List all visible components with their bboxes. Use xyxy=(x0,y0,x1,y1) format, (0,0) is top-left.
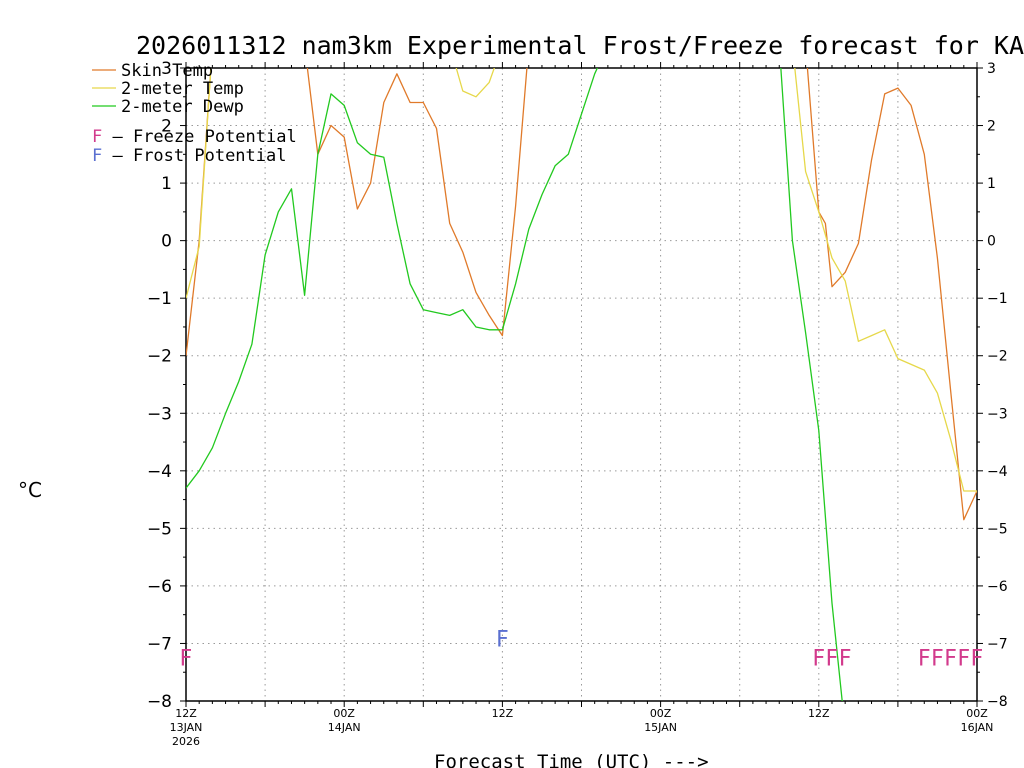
freeze-flag: F xyxy=(839,646,852,671)
x-tick-year: 2026 xyxy=(172,735,200,748)
y-tick-label-right: 3 xyxy=(987,61,996,77)
plot-frame xyxy=(185,67,978,702)
y-tick-label-right: −6 xyxy=(987,579,1008,595)
freeze-flag: F xyxy=(931,646,944,671)
y-tick-label: −7 xyxy=(147,634,172,654)
legend-label: 2-meter Dewp xyxy=(121,97,244,117)
legend-freeze: F – Freeze Potential xyxy=(92,127,297,147)
y-tick-label: 2 xyxy=(161,117,172,137)
x-tick-label: 00Z xyxy=(333,707,355,720)
x-tick-label: 00Z xyxy=(650,707,672,720)
y-tick-label-right: −3 xyxy=(987,406,1008,422)
y-tick-label: −3 xyxy=(147,404,172,424)
y-tick-label-right: −2 xyxy=(987,349,1008,365)
x-tick-date: 13JAN xyxy=(170,721,203,734)
legend-freeze-letter: F xyxy=(92,127,102,147)
chart-title: 2026011312 nam3km Experimental Frost/Fre… xyxy=(136,31,1024,60)
x-tick-date: 16JAN xyxy=(961,721,994,734)
y-tick-label-right: −1 xyxy=(987,291,1008,307)
legend-frost: F – Frost Potential xyxy=(92,146,286,166)
series-line-2-meter-dewp xyxy=(186,68,843,701)
freeze-flag: F xyxy=(812,646,825,671)
y-tick-label-right: −5 xyxy=(987,521,1008,537)
axes: −8 −8 −7 −7 −6 −6 −5 −5 −4 −4 −3 −3 −2 −2 −1 −1 0 0 1 1 2 2 3 3… xyxy=(147,59,1008,748)
freeze-flag: F xyxy=(826,646,839,671)
x-tick-date: 14JAN xyxy=(328,721,361,734)
freeze-flag: F xyxy=(180,646,193,671)
y-axis-label: °C xyxy=(18,478,42,502)
freeze-flag: F xyxy=(957,646,970,671)
grid-lines xyxy=(186,68,977,701)
x-tick-label: 12Z xyxy=(492,707,514,720)
frost-flag: F xyxy=(496,627,509,652)
x-tick-date: 15JAN xyxy=(644,721,677,734)
legend-freeze-label: – Freeze Potential xyxy=(102,127,296,147)
y-tick-label: −8 xyxy=(147,692,172,712)
y-tick-label-right: 2 xyxy=(987,119,996,135)
legend-label: Skin Temp xyxy=(121,61,213,81)
y-tick-label-right: 0 xyxy=(987,234,996,250)
freeze-flag: F xyxy=(918,646,931,671)
legend-label: 2-meter Temp xyxy=(121,79,244,99)
y-tick-label-right: −7 xyxy=(987,636,1008,652)
y-tick-label: 0 xyxy=(161,232,172,252)
y-tick-label: −6 xyxy=(147,577,172,597)
y-tick-label: 1 xyxy=(161,174,172,194)
series-line-skin-temp xyxy=(186,68,977,521)
y-tick-label: −5 xyxy=(147,519,172,539)
legend-frost-letter: F xyxy=(92,146,102,166)
series-lines xyxy=(186,68,977,701)
x-axis-label: Forecast Time (UTC) ---> xyxy=(434,751,709,768)
x-tick-label: 00Z xyxy=(966,707,988,720)
y-tick-label-right: −4 xyxy=(987,464,1008,480)
potential-flags: FFF F F F F F F F xyxy=(180,627,984,671)
y-tick-label: −2 xyxy=(147,347,172,367)
y-tick-label-right: 1 xyxy=(987,176,996,192)
freeze-flag: F xyxy=(971,646,984,671)
y-tick-label: 3 xyxy=(161,59,172,79)
y-tick-label: −1 xyxy=(147,289,172,309)
freeze-flag: F xyxy=(944,646,957,671)
legend-frost-label: – Frost Potential xyxy=(102,146,286,166)
y-tick-label: −4 xyxy=(147,462,172,482)
x-tick-label: 12Z xyxy=(175,707,197,720)
x-tick-label: 12Z xyxy=(808,707,830,720)
series-line-2-meter-temp xyxy=(186,68,977,493)
y-tick-label-right: −8 xyxy=(987,694,1008,710)
